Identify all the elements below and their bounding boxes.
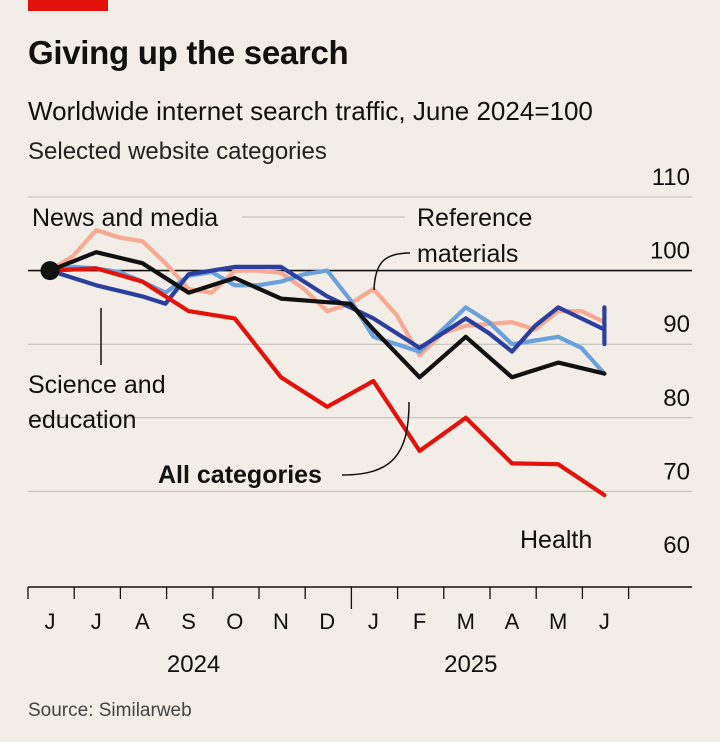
label-reference-line-1: Reference bbox=[417, 204, 532, 232]
x-tick-label-5: N bbox=[273, 609, 289, 634]
series-line-all-categories bbox=[47, 250, 607, 380]
x-tick-label-6: D bbox=[319, 609, 335, 634]
year-label-2025: 2025 bbox=[444, 651, 497, 678]
label-reference-line-2: materials bbox=[417, 240, 518, 268]
brand-red-bar bbox=[28, 0, 108, 11]
start-point-marker bbox=[40, 261, 60, 281]
series-line-news-and-media bbox=[47, 264, 607, 354]
label-all-categories: All categories bbox=[158, 461, 322, 489]
y-tick-label-80: 80 bbox=[663, 385, 690, 412]
y-tick-label-70: 70 bbox=[663, 458, 690, 485]
x-tick-label-4: O bbox=[226, 609, 243, 634]
x-tick-label-3: S bbox=[181, 609, 196, 634]
x-tick-label-11: M bbox=[549, 609, 567, 634]
y-tick-label-90: 90 bbox=[663, 311, 690, 338]
leader-all-categories bbox=[341, 401, 410, 476]
chart-subtitle: Worldwide internet search traffic, June … bbox=[28, 96, 593, 126]
series-line-health bbox=[47, 266, 607, 498]
year-label-2024: 2024 bbox=[167, 651, 220, 678]
y-tick-label-60: 60 bbox=[663, 532, 690, 559]
label-health: Health bbox=[520, 526, 592, 554]
x-tick-label-7: J bbox=[368, 609, 379, 634]
chart-subsubtitle: Selected website categories bbox=[28, 138, 327, 165]
y-tick-label-110: 110 bbox=[652, 164, 690, 191]
leader-reference-materials bbox=[373, 252, 411, 291]
label-science-line-2: education bbox=[28, 406, 136, 434]
label-science-line-1: Science and bbox=[28, 371, 166, 399]
x-tick-label-10: A bbox=[505, 609, 520, 634]
label-news-and-media: News and media bbox=[32, 204, 218, 232]
series-line-reference-materials bbox=[47, 264, 607, 376]
x-tick-label-8: F bbox=[413, 609, 426, 634]
x-tick-label-0: J bbox=[45, 609, 56, 634]
source-note: Source: Similarweb bbox=[28, 700, 192, 721]
x-tick-label-2: A bbox=[135, 609, 150, 634]
y-tick-label-100: 100 bbox=[650, 238, 690, 265]
chart-title: Giving up the search bbox=[28, 34, 349, 71]
x-tick-label-9: M bbox=[457, 609, 475, 634]
x-tick-label-1: J bbox=[91, 609, 102, 634]
x-tick-label-12: J bbox=[599, 609, 610, 634]
